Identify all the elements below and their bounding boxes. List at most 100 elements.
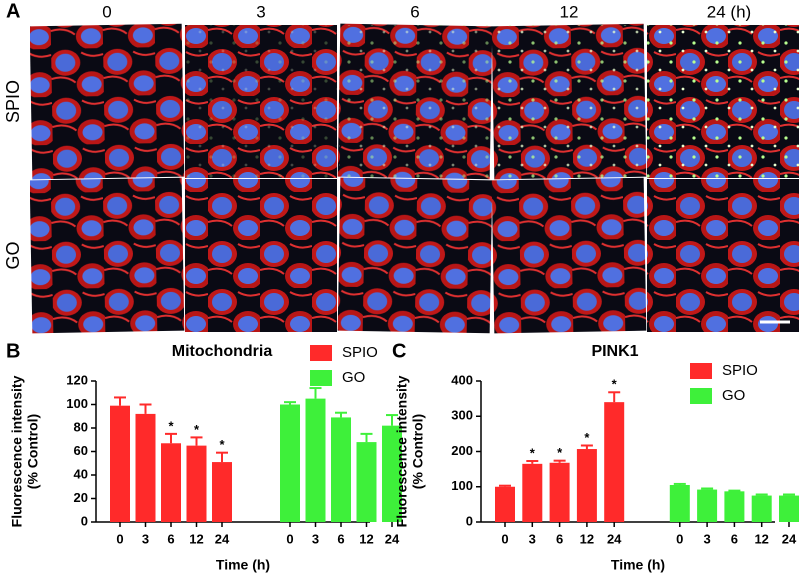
y-tick-label: 100 <box>451 478 473 493</box>
column-label: 24 (h) <box>707 2 751 21</box>
column-label: 6 <box>410 2 419 21</box>
chart-title: PINK1 <box>591 343 638 360</box>
significance-label: * <box>612 377 618 392</box>
particles <box>493 25 645 178</box>
y-tick-label: 0 <box>466 513 473 528</box>
x-tick-label: 0 <box>676 531 683 546</box>
particles <box>647 25 799 178</box>
bar <box>751 495 772 522</box>
y-tick-label: 120 <box>66 372 88 387</box>
error-bar <box>139 403 152 414</box>
bar <box>669 484 690 522</box>
significance-label: * <box>219 437 225 452</box>
y-tick-label: 300 <box>451 408 473 423</box>
bar <box>331 417 351 522</box>
bar <box>161 443 181 522</box>
x-tick-label: 3 <box>703 531 710 546</box>
x-tick-label: 0 <box>116 531 123 546</box>
column-label: 3 <box>256 2 265 21</box>
significance-label: * <box>530 445 536 460</box>
y-axis-label: (% Control) <box>410 414 426 489</box>
error-bar <box>114 396 126 406</box>
legend-label: GO <box>342 369 365 386</box>
y-tick-label: 200 <box>451 443 473 458</box>
column-label: 12 <box>560 2 579 21</box>
legend-label: SPIO <box>342 344 378 361</box>
y-axis-label: Fluorescence intensity <box>9 375 25 527</box>
bar <box>495 486 515 522</box>
legend-swatch <box>310 345 332 361</box>
bar <box>724 491 745 522</box>
error-bar <box>360 432 373 443</box>
column-label: 0 <box>102 2 111 21</box>
legend-label: GO <box>722 387 745 404</box>
error-bar <box>526 460 539 464</box>
x-tick-label: 0 <box>501 531 508 546</box>
error-bar <box>553 459 566 463</box>
x-tick-label: 3 <box>529 531 536 546</box>
y-tick-label: 40 <box>74 466 88 481</box>
micrograph <box>491 177 647 334</box>
x-tick-label: 0 <box>286 531 293 546</box>
particles <box>185 25 337 178</box>
bar <box>522 463 543 522</box>
y-tick-label: 400 <box>451 372 473 387</box>
x-tick-label: 12 <box>754 531 768 546</box>
chart-title: Mitochondria <box>172 343 273 360</box>
significance-label: * <box>194 422 200 437</box>
error-bar <box>755 493 768 496</box>
bar <box>305 398 326 522</box>
y-axis-label: (% Control) <box>25 414 41 489</box>
error-bar <box>335 411 347 418</box>
error-bar <box>216 451 228 463</box>
error-bar <box>386 414 398 426</box>
micrograph <box>647 179 799 332</box>
x-tick-label: 3 <box>312 531 319 546</box>
micrograph <box>337 177 493 334</box>
legend-label: SPIO <box>722 362 758 379</box>
y-tick-label: 20 <box>74 490 88 505</box>
legend-swatch <box>690 363 712 379</box>
bar <box>186 445 207 522</box>
bar <box>280 404 300 522</box>
x-tick-label: 24 <box>782 531 797 546</box>
bar <box>356 442 377 522</box>
error-bar <box>728 489 741 492</box>
x-tick-label: 12 <box>359 531 373 546</box>
micrograph <box>29 23 185 180</box>
bar <box>110 405 130 522</box>
significance-label: * <box>584 430 590 445</box>
x-tick-label: 6 <box>167 531 174 546</box>
bar <box>212 462 232 522</box>
micrograph <box>185 179 337 332</box>
error-bar <box>499 484 511 487</box>
micrograph <box>29 177 185 334</box>
bar <box>382 425 402 522</box>
error-bar <box>580 444 593 450</box>
particles <box>339 25 491 178</box>
x-tick-label: 24 <box>385 531 400 546</box>
x-tick-label: 6 <box>337 531 344 546</box>
x-tick-label: 6 <box>731 531 738 546</box>
micrograph-grid <box>0 0 799 340</box>
bar <box>549 462 570 522</box>
significance-label: * <box>168 418 174 433</box>
error-bar <box>284 401 296 405</box>
frame-mask <box>0 0 30 340</box>
error-bar <box>701 487 714 490</box>
x-tick-label: 12 <box>189 531 203 546</box>
legend-swatch <box>690 388 712 404</box>
y-tick-label: 0 <box>81 513 88 528</box>
x-tick-label: 24 <box>215 531 230 546</box>
error-bar <box>783 493 795 496</box>
panel-label: C <box>392 340 406 362</box>
y-axis-label: Fluorescence intensity <box>394 375 410 527</box>
row-label: SPIO <box>3 80 23 123</box>
y-tick-label: 100 <box>66 396 88 411</box>
error-bar <box>309 387 322 399</box>
x-tick-label: 6 <box>556 531 563 546</box>
x-axis-label: Time (h) <box>216 557 270 573</box>
bar <box>779 495 799 522</box>
panel-label: A <box>6 0 20 22</box>
